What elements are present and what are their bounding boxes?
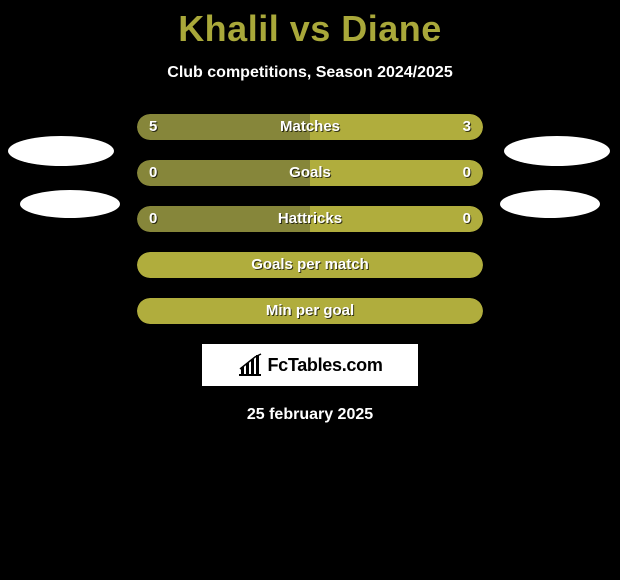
stat-row-goals: 0 Goals 0 [137,160,483,186]
date-label: 25 february 2025 [0,406,620,424]
bar-right [310,114,483,140]
stat-row-matches: 5 Matches 3 [137,114,483,140]
subtitle: Club competitions, Season 2024/2025 [0,64,620,82]
player-right-ellipse-1 [504,136,610,166]
bar-left [137,206,310,232]
page-title: Khalil vs Diane [0,0,620,50]
logo-box: FcTables.com [202,344,418,386]
bar-right [310,252,483,278]
stat-rows: 5 Matches 3 0 Goals 0 0 Hattricks 0 Goal… [137,114,483,324]
player-right-ellipse-2 [500,190,600,218]
bar-left [137,114,310,140]
bar-left [137,160,310,186]
comparison-content: 5 Matches 3 0 Goals 0 0 Hattricks 0 Goal… [0,114,620,424]
bar-right [310,206,483,232]
bar-chart-icon [237,353,263,377]
stat-row-goals-per-match: Goals per match [137,252,483,278]
player-left-ellipse-1 [8,136,114,166]
player-left-ellipse-2 [20,190,120,218]
stat-row-min-per-goal: Min per goal [137,298,483,324]
logo-text: FcTables.com [267,355,382,376]
bar-right [310,160,483,186]
stat-row-hattricks: 0 Hattricks 0 [137,206,483,232]
bar-right [310,298,483,324]
bar-left [137,298,310,324]
bar-left [137,252,310,278]
